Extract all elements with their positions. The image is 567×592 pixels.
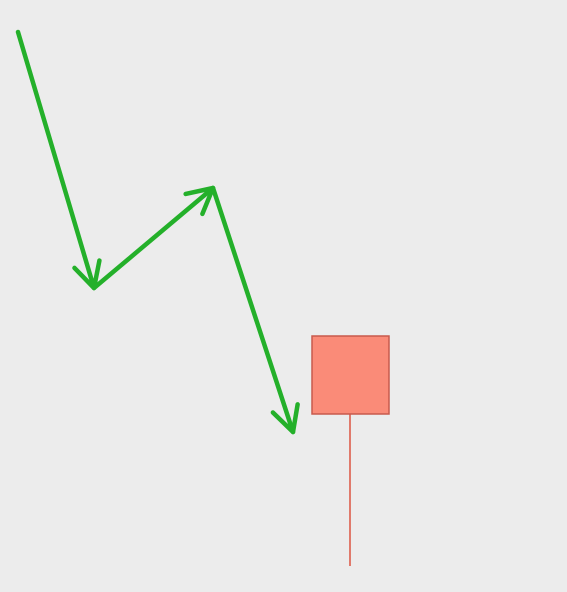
arrow-down-2-icon	[210, 185, 300, 435]
candle-body	[311, 335, 390, 415]
arrow-up-icon	[91, 185, 216, 291]
arrow-down-1-icon	[15, 29, 102, 291]
zigzag-arrows	[15, 29, 300, 435]
candlestick-group	[311, 335, 390, 566]
bearish-candle	[311, 335, 390, 566]
